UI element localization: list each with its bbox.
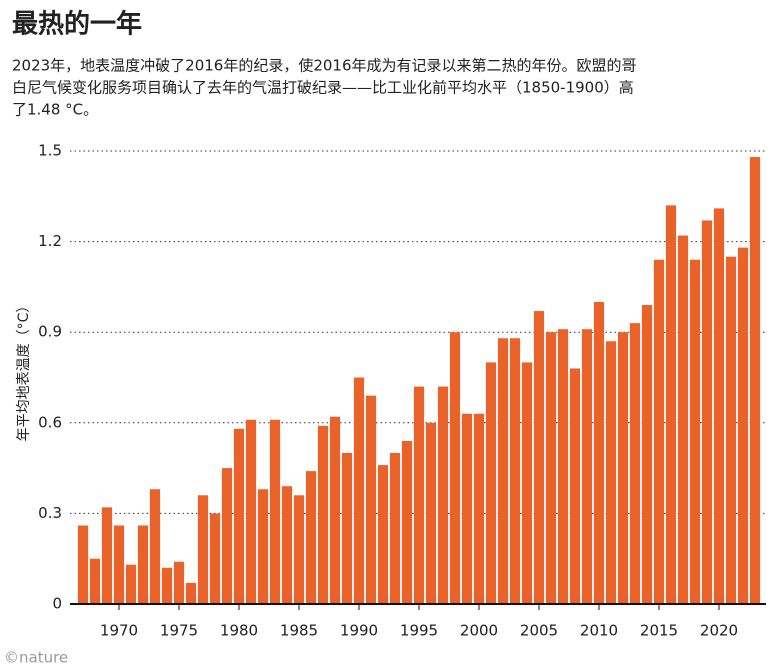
x-tick-label: 2005 [520, 622, 558, 640]
bar [245, 419, 257, 604]
subtitle: 了1.48 °C。 [12, 101, 98, 119]
bar [617, 332, 629, 604]
bar [281, 486, 293, 604]
bar [89, 558, 101, 604]
y-tick-label: 0 [52, 595, 62, 613]
bar [341, 453, 353, 604]
bar [749, 157, 761, 605]
bar [209, 513, 221, 604]
bar [485, 362, 497, 604]
bar [329, 416, 341, 604]
bar [569, 368, 581, 604]
chart-title: 最热的一年 [12, 9, 142, 40]
y-tick-label: 1.2 [38, 232, 62, 250]
x-tick-label: 1990 [340, 622, 378, 640]
bar [377, 465, 389, 604]
y-tick-label: 1.5 [38, 142, 62, 160]
bar [101, 507, 113, 604]
y-tick-label: 0.9 [38, 323, 62, 341]
bar [701, 220, 713, 604]
bar [149, 489, 161, 604]
bar [497, 338, 509, 604]
y-tick-label: 0.6 [38, 413, 62, 431]
bar [233, 428, 245, 604]
bar [113, 525, 125, 604]
bar [305, 471, 317, 604]
x-tick-label: 1985 [280, 622, 318, 640]
bar [677, 235, 689, 604]
x-tick-label: 1975 [160, 622, 198, 640]
bar [713, 208, 725, 604]
x-tick-label: 1995 [400, 622, 438, 640]
bar [629, 323, 641, 604]
bar [173, 561, 185, 604]
y-axis-label: 年平均地表温度（°C） [16, 299, 32, 442]
bar [653, 259, 665, 604]
bar [641, 305, 653, 604]
bar [137, 525, 149, 604]
x-tick-label: 2020 [700, 622, 738, 640]
bar [413, 386, 425, 604]
bar [593, 302, 605, 604]
bar [353, 377, 365, 604]
bar [365, 395, 377, 604]
bar [185, 582, 197, 604]
bar [533, 311, 545, 604]
bar [557, 329, 569, 604]
x-tick-label: 2010 [580, 622, 618, 640]
bar [725, 256, 737, 604]
bar [473, 413, 485, 604]
bar [437, 386, 449, 604]
bar [665, 205, 677, 605]
bar [509, 338, 521, 604]
bar [449, 332, 461, 604]
bar [389, 453, 401, 604]
bar [77, 525, 89, 604]
bar [293, 495, 305, 604]
bar [125, 564, 137, 604]
bar [221, 468, 233, 604]
bar [581, 329, 593, 604]
x-tick-label: 2000 [460, 622, 498, 640]
x-tick-label: 1970 [100, 622, 138, 640]
subtitle: 白尼气候变化服务项目确认了去年的气温打破纪录——比工业化前平均水平（1850-1… [12, 79, 634, 97]
bar [461, 413, 473, 604]
bar [425, 422, 437, 604]
bar [521, 362, 533, 604]
x-tick-label: 2015 [640, 622, 678, 640]
bar [317, 425, 329, 604]
subtitle: 2023年，地表温度冲破了2016年的纪录，使2016年成为有记录以来第二热的年… [12, 57, 637, 75]
credit: ©nature [4, 649, 68, 667]
bar [257, 489, 269, 604]
bar [161, 567, 173, 604]
bar [737, 247, 749, 604]
bar [269, 419, 281, 604]
bar [605, 341, 617, 604]
y-tick-label: 0.3 [38, 504, 62, 522]
bar [545, 332, 557, 604]
x-tick-label: 1980 [220, 622, 258, 640]
bar [689, 259, 701, 604]
bar [197, 495, 209, 604]
bar [401, 440, 413, 604]
